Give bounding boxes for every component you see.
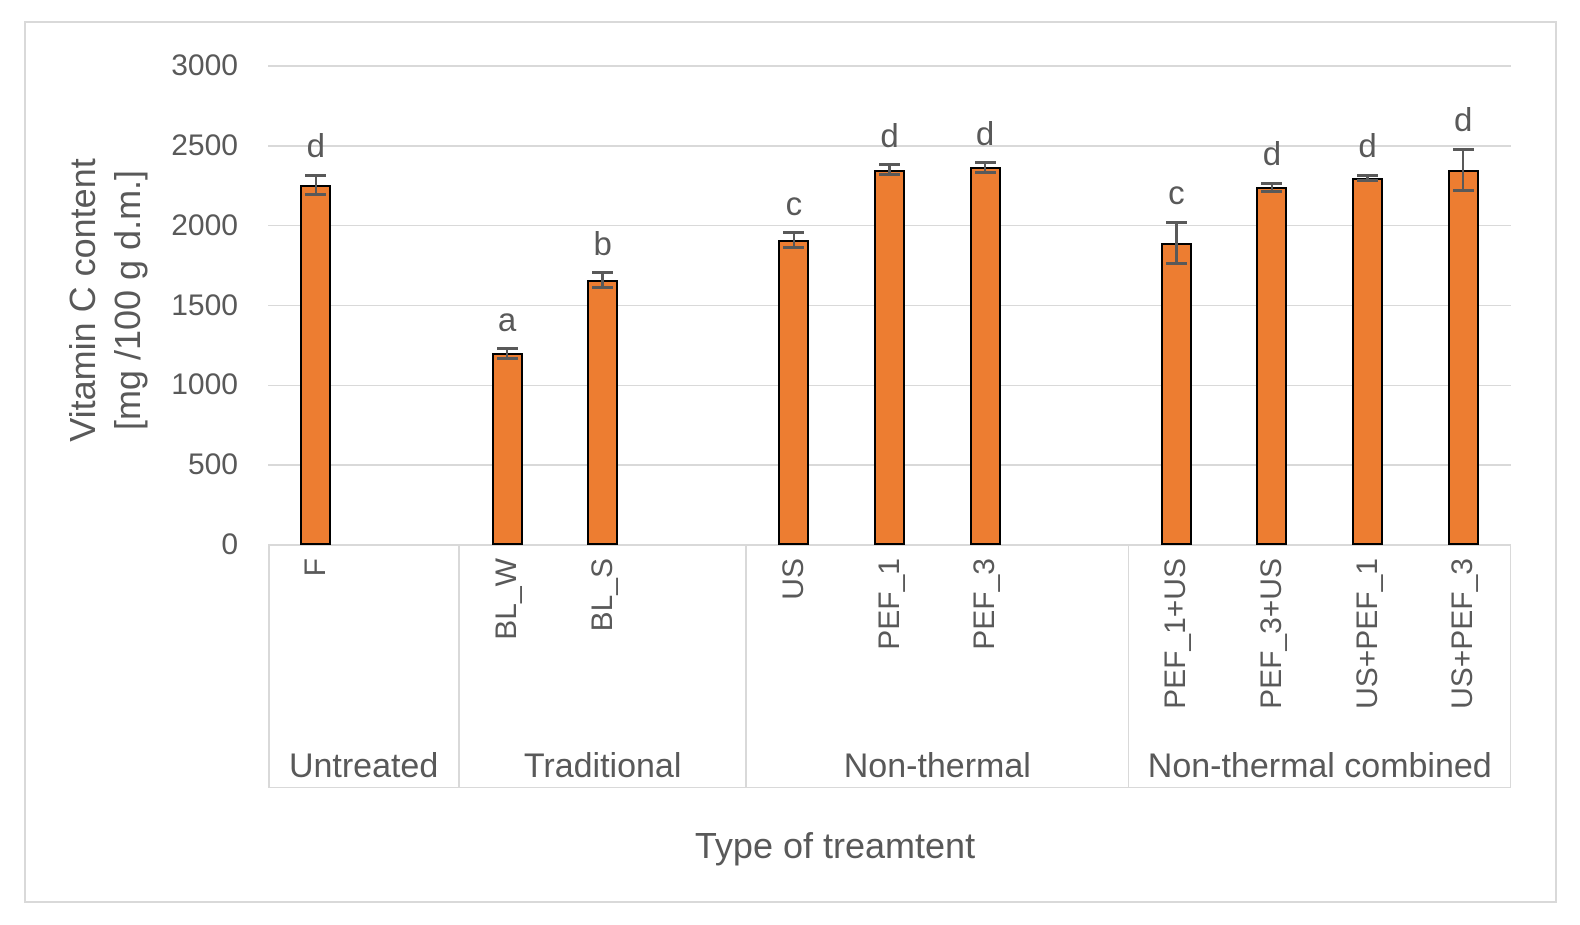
y-tick-label-2000: 2000	[171, 208, 238, 242]
error-bar-line-US+PEF_1	[1366, 175, 1369, 181]
error-bar-line-F	[314, 175, 318, 195]
error-bar-top-cap-PEF_3	[974, 161, 996, 165]
error-bar-bottom-cap-PEF_3+US	[1261, 189, 1283, 193]
significance-letter-US: c	[785, 184, 803, 222]
error-bar-top-cap-PEF_3+US	[1261, 181, 1283, 185]
category-label-PEF_1: PEF_1	[872, 558, 906, 650]
error-bar-line-BL_S	[601, 272, 604, 288]
y-tick-label-2500: 2500	[171, 128, 238, 162]
y-tick-label-500: 500	[187, 448, 238, 482]
significance-letter-BL_S: b	[593, 224, 612, 262]
bar-F	[300, 184, 332, 545]
group-label-3: Non-thermal combined	[1147, 747, 1492, 785]
significance-letter-US+PEF_1: d	[1358, 127, 1377, 165]
error-bar-bottom-cap-F	[305, 193, 327, 197]
category-box-divider-1	[745, 545, 747, 788]
group-label-1: Traditional	[523, 747, 682, 785]
bar-BL_W	[491, 353, 523, 545]
category-box-left-border	[268, 545, 270, 788]
error-bar-line-PEF_1+US	[1175, 222, 1178, 264]
error-bar-bottom-cap-US+PEF_3	[1452, 189, 1474, 193]
bar-PEF_3+US	[1256, 187, 1288, 545]
significance-letter-F: d	[306, 127, 325, 165]
category-label-US: US	[776, 558, 810, 600]
bar-US+PEF_3	[1447, 169, 1479, 545]
gridline-0	[268, 544, 1511, 546]
error-bar-line-US+PEF_3	[1461, 149, 1465, 191]
error-bar-bottom-cap-PEF_1+US	[1165, 262, 1187, 266]
significance-letter-PEF_1+US: c	[1168, 174, 1185, 212]
error-bar-top-cap-BL_S	[592, 271, 614, 275]
error-bar-line-PEF_3	[983, 162, 987, 173]
category-label-PEF_3+US: PEF_3+US	[1254, 558, 1288, 709]
category-label-PEF_3: PEF_3	[968, 558, 1002, 650]
error-bar-line-BL_W	[505, 348, 509, 359]
error-bar-top-cap-US+PEF_1	[1357, 173, 1379, 177]
bar-PEF_1	[874, 169, 905, 545]
error-bar-top-cap-PEF_1+US	[1165, 220, 1187, 224]
y-axis-title-line1: Vitamin C content	[62, 158, 103, 442]
error-bar-top-cap-F	[305, 173, 327, 177]
category-label-US+PEF_3: US+PEF_3	[1446, 558, 1480, 709]
y-tick-label-1500: 1500	[171, 288, 238, 322]
error-bar-top-cap-PEF_1	[879, 163, 900, 167]
category-box-right-border	[1509, 545, 1511, 788]
error-bar-bottom-cap-PEF_1	[879, 173, 900, 177]
bar-BL_S	[587, 279, 619, 545]
y-tick-label-3000: 3000	[171, 49, 238, 82]
gridline-2500	[268, 145, 1511, 147]
bar-US	[778, 240, 810, 545]
error-bar-top-cap-US	[783, 231, 805, 235]
category-label-BL_W: BL_W	[490, 558, 524, 640]
gridline-3000	[268, 65, 1511, 67]
error-bar-line-PEF_3+US	[1270, 183, 1274, 192]
y-tick-label-1000: 1000	[171, 368, 238, 402]
bar-US+PEF_1	[1352, 177, 1384, 545]
category-label-BL_S: BL_S	[585, 558, 619, 632]
significance-letter-PEF_1: d	[880, 116, 899, 154]
error-bar-bottom-cap-PEF_3	[974, 170, 996, 174]
error-bar-bottom-cap-BL_S	[592, 285, 614, 289]
significance-letter-PEF_3+US: d	[1262, 135, 1282, 173]
bar-PEF_3	[969, 167, 1001, 545]
error-bar-bottom-cap-BL_W	[496, 356, 518, 360]
category-label-US+PEF_1: US+PEF_1	[1350, 558, 1384, 709]
group-label-2: Non-thermal	[843, 747, 1031, 785]
error-bar-bottom-cap-US	[783, 245, 805, 249]
category-box-divider-0	[458, 545, 460, 788]
category-label-PEF_1+US: PEF_1+US	[1159, 558, 1193, 709]
error-bar-top-cap-BL_W	[496, 347, 518, 351]
chart-frame	[24, 21, 1557, 903]
error-bar-bottom-cap-US+PEF_1	[1357, 178, 1379, 182]
significance-letter-PEF_3: d	[975, 114, 995, 152]
bar-PEF_1+US	[1160, 243, 1192, 545]
group-label-0: Untreated	[288, 747, 439, 785]
error-bar-line-PEF_1	[888, 164, 891, 175]
x-axis-title: Type of treamtent	[694, 825, 976, 866]
error-bar-top-cap-US+PEF_3	[1452, 147, 1474, 151]
significance-letter-US+PEF_3: d	[1454, 101, 1473, 139]
category-box-divider-2	[1127, 545, 1130, 788]
y-tick-label-0: 0	[221, 528, 238, 561]
error-bar-line-US	[792, 232, 796, 248]
category-label-F: F	[298, 558, 332, 577]
significance-letter-BL_W: a	[497, 300, 517, 338]
category-box-bottom-border	[268, 786, 1511, 788]
